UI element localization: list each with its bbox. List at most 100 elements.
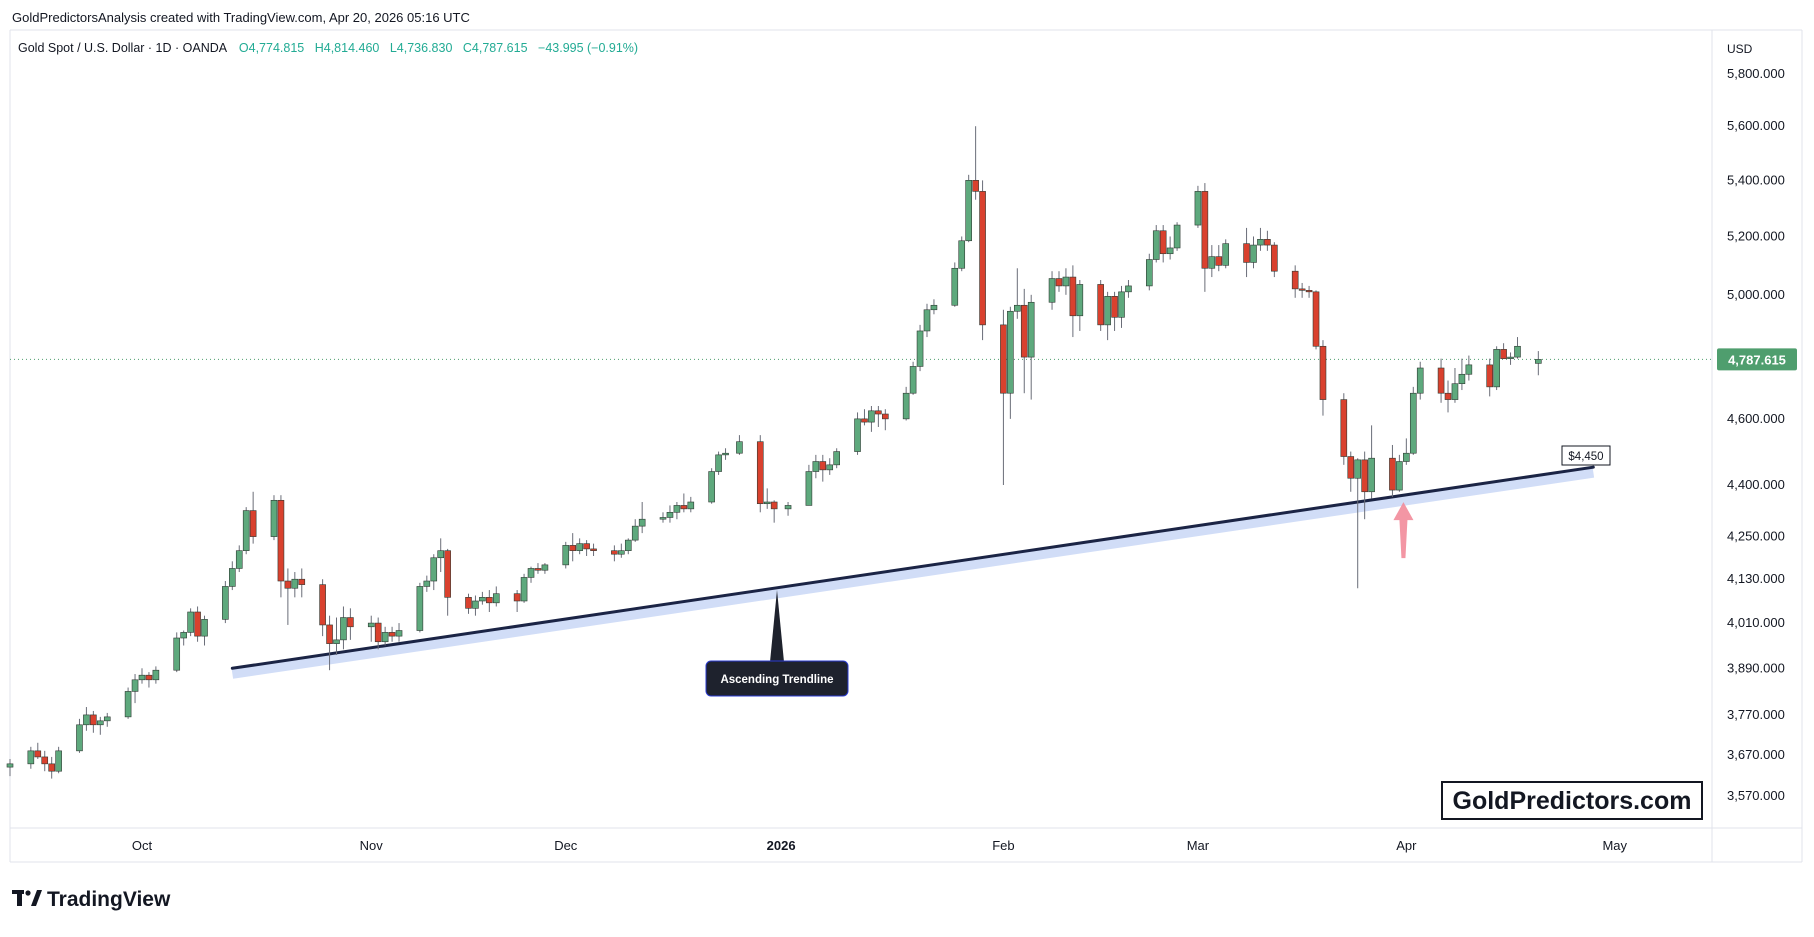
candle-body-down (1319, 345, 1327, 400)
candle (715, 451, 722, 475)
time-axis[interactable]: Oct Nov Dec 2026 Feb Mar Apr May (132, 838, 1628, 853)
candle-body-down (486, 597, 493, 604)
candle-body-down (48, 763, 55, 772)
candle-body-up (97, 720, 104, 726)
tradingview-logo[interactable]: TradingView (12, 888, 171, 911)
candle-body-up (965, 180, 972, 242)
candle (590, 543, 597, 556)
candle-body-down (611, 550, 618, 555)
candle (423, 575, 431, 592)
candle (1020, 288, 1028, 394)
candle (1465, 355, 1473, 381)
candle (187, 608, 194, 637)
candle (1257, 227, 1264, 251)
candle-body-up (826, 464, 834, 471)
candle (736, 435, 743, 455)
candle-body-up (930, 304, 938, 311)
candle-body-up (1409, 392, 1417, 454)
candle (1111, 291, 1118, 331)
candle (1007, 306, 1014, 419)
candle-body-up (1076, 284, 1084, 317)
candle (1368, 425, 1375, 499)
candle (194, 606, 201, 642)
candle (722, 448, 729, 460)
candle (381, 626, 389, 646)
y-tick-label: 3,890.000 (1727, 660, 1785, 675)
candle (1535, 351, 1542, 376)
candle-body-up (576, 543, 583, 551)
candle (1125, 280, 1132, 298)
candle-body-up (83, 714, 90, 726)
candle (659, 512, 667, 523)
candle (55, 746, 62, 774)
candle (1340, 393, 1348, 465)
trendline-end-tag[interactable]: $4,450 (1561, 445, 1611, 466)
candle-body-up (1257, 239, 1264, 246)
candle-body-down (979, 191, 986, 326)
candle (1048, 271, 1056, 310)
candle-body-up (1368, 457, 1375, 493)
candle-body-up (1048, 278, 1056, 303)
candle (638, 502, 646, 534)
candle (819, 454, 827, 482)
y-tick-label: 4,600.000 (1727, 411, 1785, 426)
candle-body-up (423, 580, 431, 587)
ascending-trendline[interactable] (230, 465, 1595, 670)
candle-body-down (1097, 284, 1104, 326)
candle-body-down (347, 617, 354, 628)
candle (930, 299, 938, 315)
candle-body-down (319, 584, 326, 626)
candle (48, 756, 55, 779)
price-axis[interactable]: 3,570.000 3,670.000 3,770.000 3,890.000 4,01… (1727, 66, 1785, 803)
currency-label[interactable]: USD (1727, 42, 1753, 56)
candle-body-up (367, 622, 375, 628)
candle-body-down (298, 578, 306, 585)
candle (1076, 280, 1084, 331)
candle-body-up (1396, 461, 1403, 491)
trendline-layer[interactable] (230, 465, 1595, 679)
candle-body-up (222, 586, 229, 620)
candle (770, 500, 778, 523)
candle-body-down (1361, 459, 1368, 493)
y-tick-label: 5,800.000 (1727, 66, 1785, 81)
candle (861, 409, 868, 426)
callout-box (705, 660, 849, 697)
candle-body-up (55, 750, 62, 772)
candle (562, 541, 570, 569)
watermark-site: GoldPredictors.com (1453, 787, 1692, 815)
candle-body-down (882, 413, 889, 420)
candle (145, 672, 153, 688)
candle (687, 496, 695, 513)
candle (1027, 294, 1035, 400)
x-tick-label: Dec (554, 838, 578, 853)
candle (1152, 225, 1160, 263)
y-tick-label: 4,010.000 (1727, 615, 1785, 630)
candle-body-down (1305, 290, 1313, 293)
candle-body-up (805, 471, 813, 506)
tradingview-brand: TradingView (47, 888, 171, 911)
candle (965, 174, 972, 243)
trendline-callout[interactable]: Ascending Trendline (705, 590, 849, 697)
candle-body-up (951, 267, 959, 306)
candle-body-down (374, 622, 382, 643)
candle-body-up (103, 716, 111, 722)
candle-body-down (1055, 278, 1063, 287)
candle (673, 502, 681, 520)
candle-body-up (138, 674, 146, 681)
candle (465, 593, 472, 614)
candle-body-down (326, 624, 333, 644)
candle-body-up (687, 501, 695, 510)
candle-body-up (638, 518, 646, 527)
candle (1389, 444, 1396, 497)
candle (1104, 291, 1111, 341)
candle (624, 538, 632, 555)
candle (1145, 253, 1153, 291)
x-tick-label: Nov (360, 838, 384, 853)
candle-body-up (833, 451, 840, 466)
candle (812, 454, 820, 479)
candle-body-up (562, 545, 570, 566)
candle-body-up (736, 441, 743, 454)
candle-body-up (812, 461, 820, 472)
candle-body-down (569, 545, 577, 551)
